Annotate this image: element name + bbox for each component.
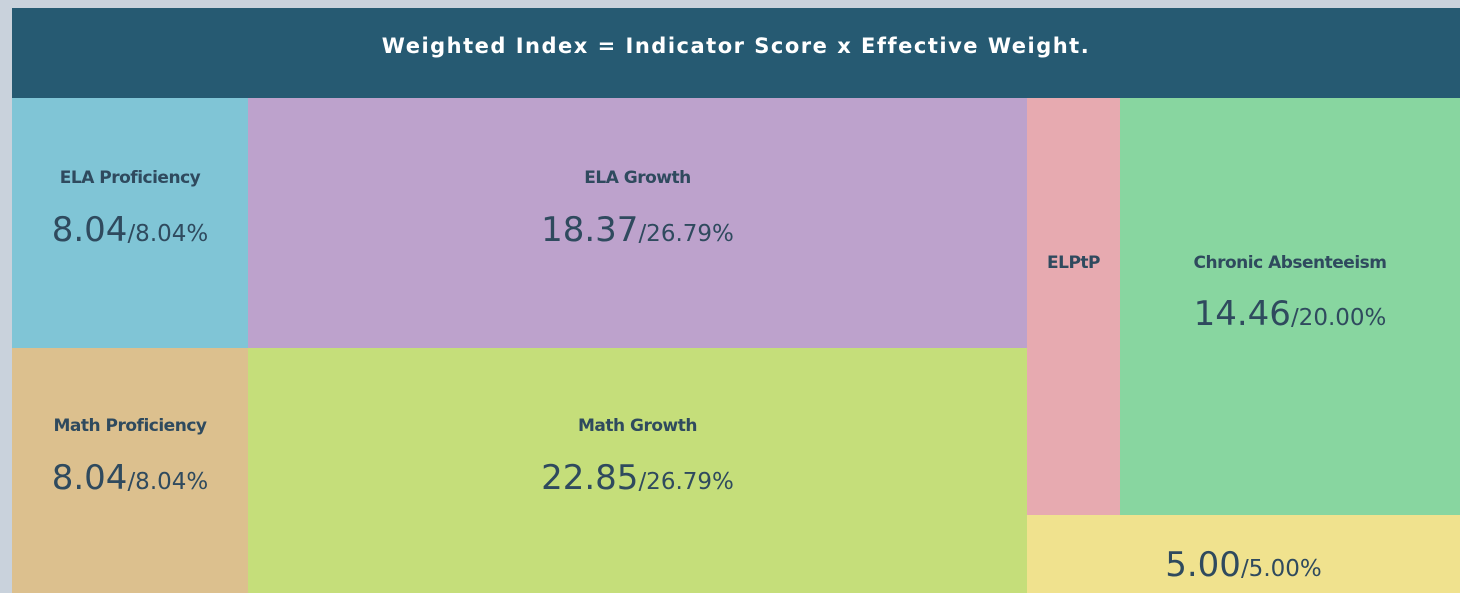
tile-value: 14.46/20.00% (1120, 294, 1460, 334)
tile-label: ELPtP (1047, 253, 1101, 273)
tile: Math Proficiency 8.04/8.04% (12, 348, 248, 593)
weight: /20.00% (1290, 305, 1387, 331)
header: Weighted Index = Indicator Score x Effec… (12, 8, 1460, 98)
tile-label: ELA Proficiency (59, 168, 201, 188)
tile-label: Chronic Absenteeism (1193, 253, 1388, 273)
score: 5.00 (1165, 545, 1241, 585)
score: 22.85 (541, 458, 639, 498)
tile: ELPtP (1027, 98, 1120, 515)
score: 14.46 (1193, 294, 1291, 334)
tile-label: ELA Growth (584, 168, 691, 188)
tile: ELA Growth 18.37/26.79% (248, 98, 1027, 348)
tile-value: 8.04/8.04% (12, 458, 248, 498)
tile: Math Growth 22.85/26.79% (248, 348, 1027, 593)
weight: /8.04% (127, 221, 209, 247)
tile-value: 18.37/26.79% (248, 210, 1027, 250)
tile: 5.00/5.00% (1027, 515, 1460, 593)
score: 8.04 (51, 210, 128, 250)
tile: Chronic Absenteeism 14.46/20.00% (1120, 98, 1460, 515)
score: 8.04 (51, 458, 128, 498)
weight: /5.00% (1240, 556, 1322, 582)
tile-value: 8.04/8.04% (12, 210, 248, 250)
weight: /8.04% (127, 469, 209, 495)
tile: ELA Proficiency 8.04/8.04% (12, 98, 248, 348)
weight: /26.79% (638, 469, 734, 495)
tile-value: 22.85/26.79% (248, 458, 1027, 498)
tile-value: 5.00/5.00% (1027, 545, 1460, 585)
tile-label: Math Proficiency (53, 416, 207, 436)
weight: /26.79% (638, 221, 734, 247)
score: 18.37 (541, 210, 639, 250)
tile-label: Math Growth (578, 416, 698, 436)
